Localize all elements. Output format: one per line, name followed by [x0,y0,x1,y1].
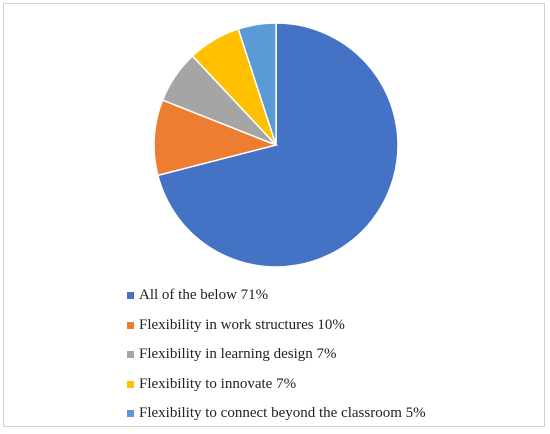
legend-swatch [127,292,134,299]
legend-label: Flexibility in learning design 7% [139,346,337,362]
legend-item: Flexibility to innovate 7% [127,375,426,394]
legend-swatch [127,351,134,358]
legend-item: All of the below 71% [127,286,426,305]
legend-label: All of the below 71% [139,287,269,303]
legend-item: Flexibility in learning design 7% [127,345,426,364]
legend-swatch [127,380,134,388]
legend-item: Flexibility in work structures 10% [127,316,426,335]
legend: All of the below 71% Flexibility in work… [127,286,426,434]
legend-label: Flexibility in work structures 10% [139,316,345,333]
legend-item: Flexibility to connect beyond the classr… [127,404,426,423]
pie-slice-4 [237,22,277,146]
legend-swatch [127,410,134,417]
pie-slices [153,22,399,268]
legend-swatch [127,321,134,329]
legend-label: Flexibility to connect beyond the classr… [139,405,426,421]
pie-slice-1 [153,99,279,177]
legend-label: Flexibility to innovate 7% [139,375,297,392]
